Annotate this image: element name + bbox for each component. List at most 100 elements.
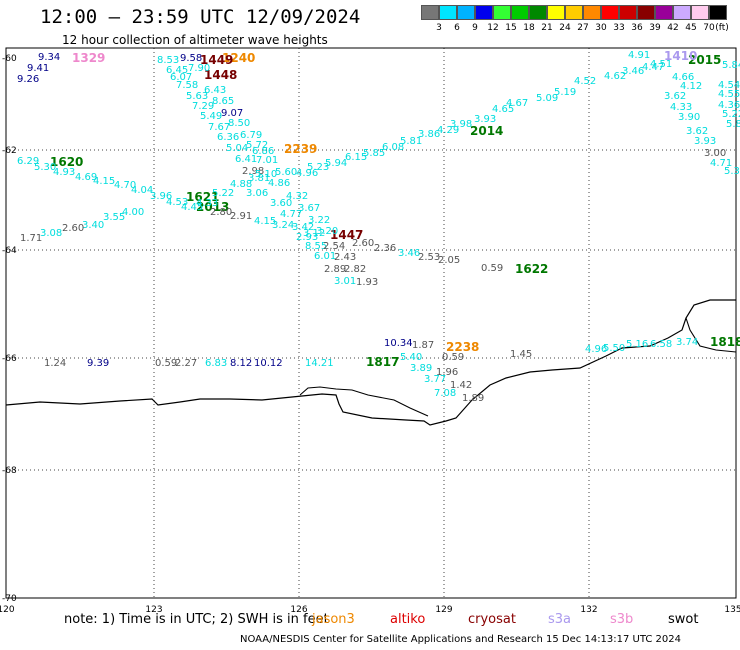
wave-height-value: 4.96 bbox=[296, 168, 318, 179]
wave-height-value: 7.01 bbox=[256, 155, 278, 166]
wave-height-value: 4.93 bbox=[53, 167, 75, 178]
wave-height-value: 4.91 bbox=[628, 50, 650, 61]
wave-height-value: 5.22 bbox=[722, 109, 740, 120]
legend-label: 27 bbox=[577, 23, 589, 33]
wave-height-value: 4.71 bbox=[710, 158, 732, 169]
wave-height-value: 10.12 bbox=[254, 358, 283, 369]
wave-height-value: 3.74 bbox=[676, 337, 698, 348]
pass-time-label: 1818 bbox=[710, 335, 740, 349]
wave-height-value: 6.58 bbox=[650, 339, 672, 350]
map-frame bbox=[5, 47, 737, 599]
legend-swatch bbox=[457, 5, 475, 20]
wave-height-value: 9.39 bbox=[87, 358, 109, 369]
legend-swatch bbox=[511, 5, 529, 20]
pass-time-label: 2015 bbox=[688, 53, 721, 67]
wave-height-value: 3.60 bbox=[270, 198, 292, 209]
wave-height-value: 4.36 bbox=[718, 100, 740, 111]
wave-height-value: 3.86 bbox=[418, 129, 440, 140]
legend-label: 12 bbox=[487, 23, 499, 33]
wave-height-value: 5.63 bbox=[186, 91, 208, 102]
longitude-label: 132 bbox=[580, 605, 597, 615]
wave-height-value: 3.81 bbox=[248, 173, 270, 184]
longitude-label: 129 bbox=[435, 605, 452, 615]
latitude-label: -68 bbox=[2, 466, 17, 476]
wave-height-value: 5.04 bbox=[226, 143, 248, 154]
wave-height-value: 5.09 bbox=[536, 93, 558, 104]
wave-height-value: 2.43 bbox=[334, 252, 356, 263]
wave-height-value: 3.89 bbox=[410, 363, 432, 374]
wave-height-value: 5.94 bbox=[325, 158, 347, 169]
legend-label: 15 bbox=[505, 23, 517, 33]
pass-time-label: 2014 bbox=[470, 124, 503, 138]
legend-label: 39 bbox=[649, 23, 661, 33]
wave-height-value: 4.33 bbox=[196, 198, 218, 209]
wave-height-value: 9.41 bbox=[27, 63, 49, 74]
wave-height-value: 2.98 bbox=[242, 166, 264, 177]
wave-height-value: 5.85 bbox=[363, 148, 385, 159]
wave-height-value: 3.93 bbox=[474, 114, 496, 125]
wave-height-value: 9.34 bbox=[38, 52, 60, 63]
wave-height-value: 3.67 bbox=[298, 203, 320, 214]
satellite-cryosat: cryosat bbox=[468, 612, 516, 627]
legend-swatch bbox=[637, 5, 655, 20]
pass-time-label: 1620 bbox=[50, 155, 83, 169]
wave-height-value: 3.96 bbox=[150, 191, 172, 202]
wave-height-value: 5.40 bbox=[400, 352, 422, 363]
wave-height-value: 9.26 bbox=[17, 74, 39, 85]
satellite-s3b: s3b bbox=[610, 612, 634, 627]
wave-height-value: 3.00 bbox=[704, 148, 726, 159]
legend-swatch bbox=[673, 5, 691, 20]
wave-height-value: 4.66 bbox=[672, 72, 694, 83]
satellite-jason3: jason3 bbox=[312, 612, 355, 627]
wave-height-value: 2.54 bbox=[323, 241, 345, 252]
wave-height-value: 3.40 bbox=[82, 220, 104, 231]
wave-height-value: 8.12 bbox=[230, 358, 252, 369]
wave-height-value: 0.59 bbox=[442, 352, 464, 363]
wave-height-value: 5.49 bbox=[200, 111, 222, 122]
pass-time-label: 1240 bbox=[222, 51, 255, 65]
wave-height-value: 5.50 bbox=[603, 343, 625, 354]
legend-swatch bbox=[619, 5, 637, 20]
wave-height-value: 0.59 bbox=[481, 263, 503, 274]
wave-height-value: 7.58 bbox=[176, 80, 198, 91]
wave-height-value: 2.27 bbox=[175, 358, 197, 369]
legend-swatch bbox=[421, 5, 439, 20]
wave-height-value: 3.24 bbox=[272, 220, 294, 231]
wave-height-value: 2.89 bbox=[324, 264, 346, 275]
legend-label: 36 bbox=[631, 23, 643, 33]
wave-height-value: 5.72 bbox=[246, 140, 268, 151]
wave-height-value: 9.58 bbox=[180, 53, 202, 64]
satellite-s3a: s3a bbox=[548, 612, 572, 627]
wave-height-value: 4.15 bbox=[254, 216, 276, 227]
wave-height-value: 1.71 bbox=[20, 233, 42, 244]
antarctic-coastline-inner bbox=[299, 386, 429, 417]
pass-time-label: 1621 bbox=[186, 190, 219, 204]
graticule bbox=[5, 47, 737, 599]
legend-label: 24 bbox=[559, 23, 571, 33]
wave-height-value: 4.54 bbox=[718, 80, 740, 91]
wave-height-value: 9.07 bbox=[221, 108, 243, 119]
wave-height-value: 5.16 bbox=[626, 339, 648, 350]
legend-swatch bbox=[601, 5, 619, 20]
wave-height-value: 2.05 bbox=[438, 255, 460, 266]
wave-height-value: 6.36 bbox=[217, 132, 239, 143]
wave-height-value: 5.84 bbox=[722, 60, 740, 71]
pass-time-label: 1817 bbox=[366, 355, 399, 369]
wave-height-value: 4.12 bbox=[680, 81, 702, 92]
wave-height-value: 14.21 bbox=[305, 358, 334, 369]
legend-swatch bbox=[529, 5, 547, 20]
wave-height-value: 4.51 bbox=[650, 59, 672, 70]
wave-height-value: 6.01 bbox=[314, 251, 336, 262]
legend-swatch bbox=[439, 5, 457, 20]
latitude-label: -66 bbox=[2, 354, 17, 364]
wave-height-value: 2.53 bbox=[418, 252, 440, 263]
pass-time-label: 2238 bbox=[446, 340, 479, 354]
wave-height-value: 7.90 bbox=[188, 63, 210, 74]
longitude-label: 123 bbox=[145, 605, 162, 615]
wave-height-value: 5.10 bbox=[255, 169, 277, 180]
wave-height-value: 2.80 bbox=[210, 207, 232, 218]
legend-label: 33 bbox=[613, 23, 625, 33]
wave-height-value: 1.89 bbox=[462, 393, 484, 404]
